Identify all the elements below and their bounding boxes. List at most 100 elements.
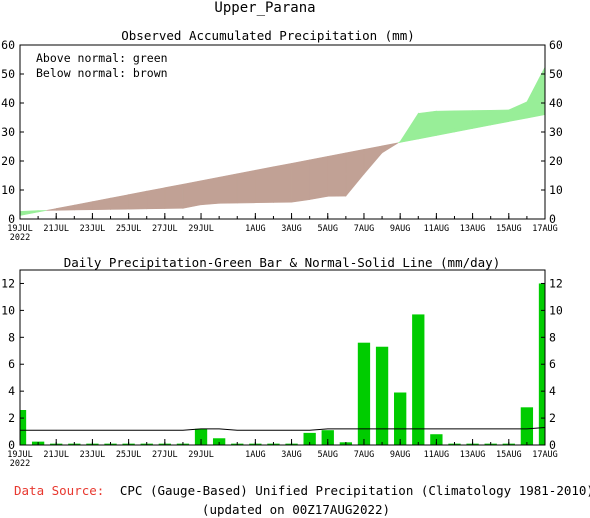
x-tick-label: 27JUL xyxy=(152,224,178,234)
below-normal-area xyxy=(236,169,256,204)
daily-precip-bar xyxy=(321,430,334,445)
daily-precip-bar xyxy=(412,314,425,445)
x-tick-label: 29JUL xyxy=(188,224,214,234)
y-tick-label-right: 0 xyxy=(549,212,556,226)
x-tick-label: 25JUL xyxy=(116,224,142,234)
accumulated-axes: 0 0 10 10 20 20 30 30 40 40 50 50 60 60 19JUL 21JUL 23JU… xyxy=(1,38,563,243)
y-tick-label-right: 30 xyxy=(549,125,563,139)
data-source-line: Data Source: CPC (Gauge-Based) Unified P… xyxy=(14,483,590,498)
below-normal-area xyxy=(273,162,292,203)
y-tick-label-left: 12 xyxy=(1,276,15,290)
daily-precip-bar xyxy=(20,410,27,445)
y-tick-label-right: 4 xyxy=(549,384,556,398)
above-normal-area xyxy=(454,110,473,133)
y-tick-label-right: 10 xyxy=(549,303,563,317)
above-normal-area xyxy=(398,141,401,144)
x-tick-label: 7AUG xyxy=(354,224,374,234)
above-normal-area xyxy=(37,210,47,213)
above-normal-area xyxy=(417,110,437,140)
daily-normal-line-layer xyxy=(20,427,546,431)
y-tick-label-left: 50 xyxy=(1,67,15,81)
x-tick-label: 15AUG xyxy=(496,450,522,460)
below-normal-area xyxy=(128,190,148,210)
above-normal-area xyxy=(399,112,419,143)
below-normal-area xyxy=(146,187,166,210)
x-tick-label: 17AUG xyxy=(532,450,558,460)
daily-precip-bar xyxy=(357,342,371,445)
x-tick-label: 13AUG xyxy=(460,224,486,234)
x-year-label: 2022 xyxy=(10,459,30,469)
below-normal-area xyxy=(309,155,329,200)
y-tick-label-right: 20 xyxy=(549,154,563,168)
x-tick-label: 23JUL xyxy=(80,450,106,460)
daily-precip-bar xyxy=(375,346,389,445)
x-tick-label: 13AUG xyxy=(460,450,486,460)
above-normal-area xyxy=(490,109,510,126)
annotation-below-normal: Below normal: brown xyxy=(36,66,168,80)
y-tick-label-left: 4 xyxy=(8,384,15,398)
y-tick-label-left: 8 xyxy=(8,330,15,344)
x-tick-label: 19JUL xyxy=(7,450,33,460)
y-tick-label-left: 6 xyxy=(8,357,15,371)
x-tick-label: 3AUG xyxy=(281,450,301,460)
x-tick-label: 7AUG xyxy=(354,450,374,460)
above-normal-area xyxy=(19,210,39,216)
below-normal-area xyxy=(363,145,383,175)
daily-precip-bar xyxy=(212,438,226,445)
below-normal-area xyxy=(182,180,202,209)
x-tick-label: 15AUG xyxy=(496,224,522,234)
y-tick-label-left: 40 xyxy=(1,96,15,110)
normal-precip-line xyxy=(20,427,546,431)
x-tick-label: 11AUG xyxy=(424,224,450,234)
above-normal-area xyxy=(508,101,528,122)
x-tick-label: 29JUL xyxy=(188,450,214,460)
accumulated-precip-chart: Observed Accumulated Precipitation (mm) … xyxy=(1,28,563,243)
x-tick-label: 3AUG xyxy=(281,224,301,234)
y-tick-label-left: 0 xyxy=(8,212,15,226)
daily-precip-bar xyxy=(394,392,407,445)
x-tick-label: 9AUG xyxy=(390,450,410,460)
y-tick-label-right: 6 xyxy=(549,357,556,371)
daily-bars-layer xyxy=(20,283,545,445)
below-normal-area xyxy=(327,152,347,197)
x-tick-label: 23JUL xyxy=(80,224,106,234)
x-tick-label: 1AUG xyxy=(245,450,265,460)
daily-precip-bar xyxy=(194,428,208,445)
y-tick-label-left: 10 xyxy=(1,303,15,317)
y-tick-label-right: 60 xyxy=(549,38,563,52)
updated-stamp: (updated on 00Z17AUG2022) xyxy=(202,502,390,517)
below-normal-area xyxy=(92,197,111,211)
y-tick-label-right: 50 xyxy=(549,67,563,81)
daily-chart-title: Daily Precipitation-Green Bar & Normal-S… xyxy=(64,255,501,270)
data-source-label: Data Source: xyxy=(14,483,104,498)
y-tick-label-right: 40 xyxy=(549,96,563,110)
y-tick-label-right: 10 xyxy=(549,183,563,197)
below-normal-area xyxy=(381,142,399,154)
x-tick-label: 11AUG xyxy=(424,450,450,460)
below-normal-area xyxy=(110,194,129,210)
x-tick-label: 17AUG xyxy=(532,224,558,234)
y-tick-label-left: 30 xyxy=(1,125,15,139)
below-normal-area xyxy=(164,183,184,209)
y-tick-label-left: 20 xyxy=(1,154,15,168)
above-normal-area xyxy=(472,109,491,129)
y-tick-label-left: 0 xyxy=(8,438,15,452)
data-source-text: CPC (Gauge-Based) Unified Precipitation … xyxy=(120,483,590,498)
daily-precip-bar xyxy=(303,432,316,445)
below-normal-area xyxy=(345,149,365,197)
daily-plot-frame xyxy=(19,269,546,446)
x-tick-label: 1AUG xyxy=(245,224,265,234)
y-tick-label-left: 10 xyxy=(1,183,15,197)
y-tick-label-left: 2 xyxy=(8,411,15,425)
station-title: Upper_Parana xyxy=(214,0,315,16)
y-tick-label-right: 2 xyxy=(549,411,556,425)
below-normal-area xyxy=(291,159,310,203)
below-normal-area xyxy=(218,173,238,204)
x-tick-label: 27JUL xyxy=(152,450,178,460)
below-normal-area xyxy=(74,201,93,211)
y-tick-label-right: 8 xyxy=(549,330,556,344)
y-tick-label-right: 12 xyxy=(549,276,563,290)
below-normal-area xyxy=(255,166,274,204)
x-year-label: 2022 xyxy=(10,233,30,243)
